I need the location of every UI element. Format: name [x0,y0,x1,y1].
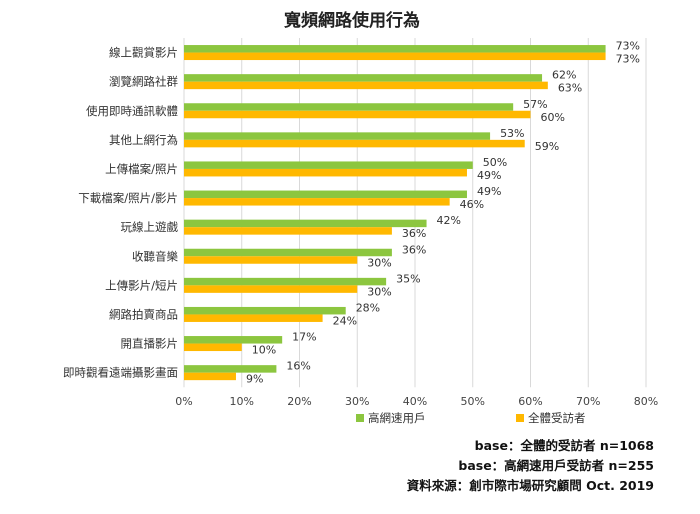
bar-high-speed [184,103,514,111]
category-label: 開直播影片 [121,337,179,351]
bar-high-speed [184,190,467,199]
legend-label: 全體受訪者 [528,411,586,425]
data-label: 17% [292,331,316,344]
bars [184,45,606,381]
data-label: 57% [523,98,547,111]
legend-swatch [356,414,364,422]
data-label: 24% [333,314,357,327]
bar-all [184,110,531,119]
data-label: 30% [367,285,391,298]
notes: base：全體的受訪者 n=1068 base：高網速用戶受訪者 n=255 資… [407,436,654,496]
x-tick-label: 10% [230,395,254,408]
x-tick-label: 30% [345,395,369,408]
legend: 高網速用戶 全體受訪者 [356,411,586,425]
data-label: 53% [500,127,524,140]
bar-high-speed [184,336,283,344]
bar-high-speed [184,132,491,140]
category-label: 其他上網行為 [109,133,178,147]
data-labels: 73%73%62%63%57%60%53%59%50%49%49%46%42%3… [246,40,640,386]
data-label: 63% [558,82,582,95]
x-tick-label: 40% [403,395,427,408]
data-label: 62% [552,69,576,82]
data-label: 49% [477,185,501,198]
category-label: 收聽音樂 [132,249,178,263]
category-label: 瀏覽網路社群 [109,75,178,89]
x-tick-label: 70% [576,395,600,408]
category-label: 網路拍賣商品 [109,307,178,321]
x-tick-labels: 0% 10% 20% 30% 40% 50% 60% 70% 80% [175,395,658,408]
bar-high-speed [184,161,473,169]
bar-all [184,139,525,148]
bar-all [184,168,467,177]
data-label: 42% [437,214,461,227]
bar-all [184,256,358,264]
x-tick-label: 20% [287,395,311,408]
data-label: 16% [286,360,310,373]
data-label: 36% [402,243,426,256]
bar-high-speed [184,248,392,257]
data-label: 28% [356,301,380,314]
data-label: 73% [616,40,640,53]
data-label: 59% [535,140,559,153]
data-label: 35% [396,272,420,285]
bar-high-speed [184,219,427,228]
note-base-all: base：全體的受訪者 n=1068 [474,438,654,453]
data-label: 73% [616,53,640,66]
bar-all [184,227,392,235]
bar-all [184,52,606,61]
category-labels: 線上觀賞影片瀏覽網路社群使用即時通訊軟體其他上網行為上傳檔案/照片下載檔案/照片… [63,46,178,380]
grid [183,38,647,388]
data-label: 50% [483,156,507,169]
bar-high-speed [184,45,606,53]
data-label: 36% [402,227,426,240]
bar-high-speed [184,365,277,373]
x-tick-label: 50% [461,395,485,408]
data-label: 60% [541,111,565,124]
bar-high-speed [184,306,346,315]
bar-high-speed [184,277,387,286]
category-label: 上傳檔案/照片 [105,162,178,176]
bar-all [184,81,548,90]
bar-all [184,372,236,381]
bar-high-speed [184,74,543,82]
bar-all [184,198,450,206]
data-label: 10% [252,344,276,357]
category-label: 線上觀賞影片 [109,46,178,60]
category-label: 玩線上遊戲 [121,220,179,234]
bar-all [184,314,323,322]
category-label: 使用即時通訊軟體 [86,104,178,118]
bar-all [184,285,358,293]
data-label: 49% [477,169,501,182]
x-tick-label: 0% [175,395,192,408]
category-label: 下載檔案/照片/影片 [78,191,178,205]
note-source: 資料來源：創市際市場研究顧問 Oct. 2019 [406,478,654,493]
legend-label: 高網速用戶 [368,411,426,425]
data-label: 30% [367,256,391,269]
x-tick-label: 80% [634,395,658,408]
data-label: 9% [246,373,263,386]
legend-swatch [516,414,524,422]
x-tick-label: 60% [518,395,542,408]
category-label: 即時觀看遠端攝影畫面 [63,366,178,380]
category-label: 上傳影片/短片 [105,278,178,292]
chart-title: 寬頻網路使用行為 [283,10,420,31]
data-label: 46% [460,198,484,211]
note-base-high-speed: base：高網速用戶受訪者 n=255 [458,458,654,473]
bar-all [184,343,242,352]
